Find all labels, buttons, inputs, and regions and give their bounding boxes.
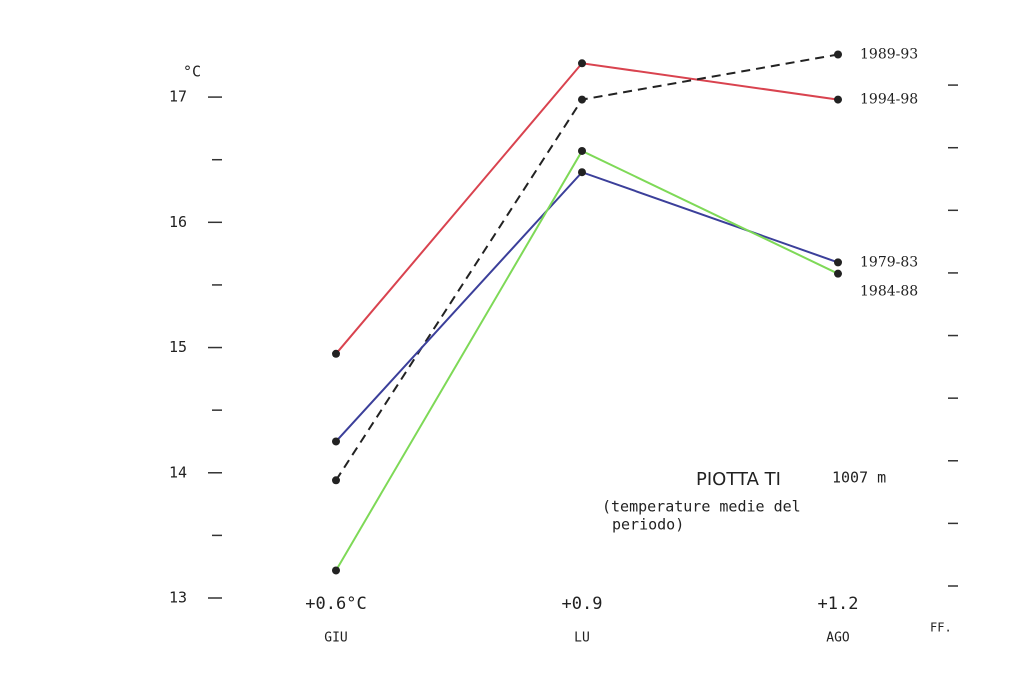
series-label: 1984-88	[860, 284, 918, 300]
category-note: +0.9	[562, 594, 603, 614]
altitude-label: 1007 m	[832, 469, 886, 487]
y-tick-label: 16	[169, 213, 187, 231]
point	[332, 566, 340, 575]
point	[834, 258, 842, 267]
series-label: 1994-98	[860, 92, 918, 108]
y-tick-label: 14	[169, 463, 187, 481]
x-tick-label: AGO	[826, 631, 850, 646]
point	[578, 95, 586, 104]
series-label: 1979-83	[860, 254, 918, 270]
station-label: PIOTTA TI	[696, 469, 781, 490]
series-line	[335, 62, 839, 355]
point	[834, 269, 842, 278]
series-line	[335, 171, 839, 443]
annotation-line: (temperature medie del	[602, 498, 801, 516]
point	[578, 168, 586, 177]
point	[834, 95, 842, 104]
signature: FF.	[930, 621, 952, 635]
point	[834, 50, 842, 59]
series-label: 1989-93	[860, 47, 918, 63]
point	[332, 476, 340, 485]
annotation-line: periodo)	[612, 516, 684, 534]
x-tick-label: GIU	[324, 631, 347, 646]
category-note: +1.2	[818, 594, 859, 614]
category-note: +0.6°C	[305, 594, 366, 614]
point	[578, 59, 586, 68]
y-tick-label: 17	[169, 88, 187, 106]
y-tick-label: 13	[169, 589, 187, 607]
y-tick-label: 15	[169, 338, 187, 356]
point	[332, 437, 340, 446]
x-tick-label: LU	[574, 631, 590, 646]
point	[332, 349, 340, 358]
point	[578, 146, 586, 155]
series-line	[335, 53, 839, 481]
y-unit: °C	[183, 63, 201, 81]
